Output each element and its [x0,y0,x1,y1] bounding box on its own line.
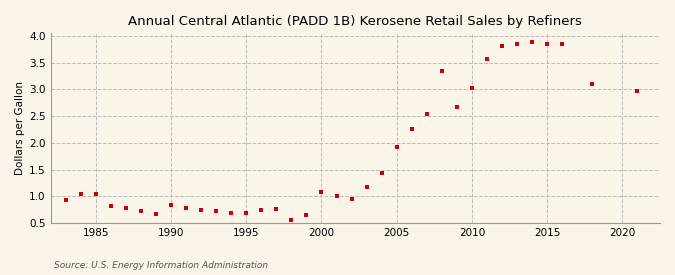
Point [151,212,161,216]
Point [60,198,71,202]
Point [452,105,462,109]
Title: Annual Central Atlantic (PADD 1B) Kerosene Retail Sales by Refiners: Annual Central Atlantic (PADD 1B) Kerose… [128,15,583,28]
Point [466,86,477,90]
Point [376,171,387,175]
Point [497,43,508,48]
Point [181,205,192,210]
Point [76,191,86,196]
Point [316,190,327,194]
Point [361,185,372,189]
Point [587,81,597,86]
Text: Source: U.S. Energy Information Administration: Source: U.S. Energy Information Administ… [54,260,268,270]
Point [136,209,146,214]
Point [346,197,357,201]
Point [481,57,492,61]
Point [226,211,237,215]
Point [437,68,448,73]
Point [286,218,297,223]
Y-axis label: Dollars per Gallon: Dollars per Gallon [15,81,25,175]
Point [256,208,267,212]
Point [211,209,221,214]
Point [526,40,537,45]
Point [392,144,402,149]
Point [331,194,342,199]
Point [196,208,207,212]
Point [241,211,252,215]
Point [406,126,417,131]
Point [301,213,312,217]
Point [421,111,432,116]
Point [105,204,116,208]
Point [542,42,553,46]
Point [512,42,522,46]
Point [165,203,176,207]
Point [271,207,281,211]
Point [632,88,643,93]
Point [120,206,131,210]
Point [90,192,101,196]
Point [557,42,568,46]
